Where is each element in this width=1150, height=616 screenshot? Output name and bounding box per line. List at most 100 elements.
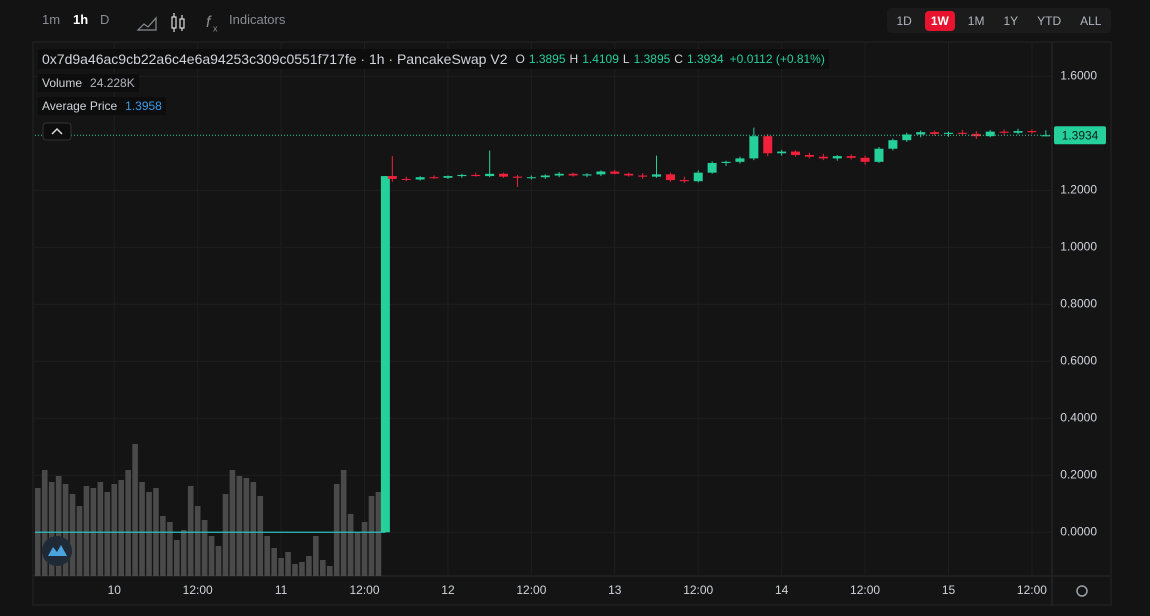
ohlc-label: O	[515, 52, 525, 66]
y-tick-label: 0.0000	[1060, 524, 1097, 538]
range-button[interactable]: 1M	[967, 13, 985, 28]
candle-body	[1027, 131, 1037, 133]
indicators-button[interactable]: Indicators	[229, 12, 286, 27]
candle-body	[749, 136, 759, 159]
settings-icon[interactable]	[1076, 585, 1088, 597]
legend-volume: Volume 24.228K	[38, 74, 139, 92]
collapse-button[interactable]	[42, 122, 72, 141]
volume-bar	[250, 482, 257, 576]
candle-body	[735, 158, 745, 162]
volume-bar	[160, 516, 166, 576]
volume-bar	[229, 470, 236, 576]
ohlc-label: C	[674, 52, 683, 66]
range-button[interactable]: 1Y	[1003, 13, 1019, 28]
candle-body	[540, 175, 550, 178]
volume-bar	[320, 560, 326, 576]
volume-bar	[285, 552, 291, 576]
volume-bar	[257, 496, 264, 576]
candle-body	[999, 131, 1009, 133]
candle-body	[596, 171, 606, 175]
volume-bar	[264, 536, 270, 576]
volume-bar	[375, 492, 382, 576]
x-tick-label: 14	[775, 583, 789, 597]
candle-body	[624, 173, 634, 176]
interval-button[interactable]: 1m	[42, 12, 61, 27]
candle-body	[568, 173, 578, 176]
fx-icon[interactable]: f	[206, 14, 212, 31]
average-value: 1.3958	[125, 99, 162, 113]
range-button[interactable]: 1D	[896, 13, 912, 28]
x-tick-label: 12:00	[683, 583, 713, 597]
range-button[interactable]: 1W	[924, 10, 955, 31]
x-tick-label: 12:00	[850, 583, 880, 597]
x-tick-label: 10	[108, 583, 122, 597]
x-tick-label: 12	[441, 583, 455, 597]
volume-bar	[104, 492, 111, 576]
candle-body	[804, 154, 814, 157]
candle-body	[944, 132, 953, 134]
change: +0.0112 (+0.81%)	[729, 52, 825, 66]
y-tick-label: 1.2000	[1060, 182, 1097, 196]
candle-body	[443, 176, 453, 178]
volume-bar	[180, 530, 187, 576]
range-button[interactable]: ALL	[1080, 13, 1102, 28]
volume-bar	[292, 564, 298, 576]
volume-bar	[313, 536, 319, 576]
volume-bar	[208, 536, 215, 576]
candle-body	[499, 173, 509, 177]
ohlc-label: L	[622, 52, 630, 66]
candle-icon[interactable]	[171, 16, 177, 29]
candle-body	[457, 174, 467, 177]
candle-body	[526, 177, 536, 179]
last-price-box	[1054, 126, 1106, 145]
x-tick-label: 12:00	[516, 583, 546, 597]
volume-bar	[132, 444, 138, 576]
candle-body	[485, 173, 495, 177]
volume-bar	[76, 506, 83, 576]
volume-value: 24.228K	[90, 76, 135, 90]
logo	[42, 536, 72, 566]
symbol-title: 0x7d9a46ac9cb22a6c4e6a94253c309c0551f717…	[42, 51, 508, 67]
range-button[interactable]: YTD	[1037, 13, 1062, 28]
volume-bar	[201, 520, 208, 576]
ohlc-value: 1.3934	[686, 52, 724, 66]
volume-bar	[306, 556, 312, 576]
volume-bar	[333, 484, 340, 576]
volume-bar	[62, 484, 69, 576]
y-tick-label: 0.2000	[1060, 467, 1097, 481]
volume-bar	[278, 558, 284, 576]
candle-body	[471, 174, 481, 177]
interval-button[interactable]: 1h	[73, 12, 89, 27]
volume-bar	[354, 532, 361, 576]
volume-bar	[167, 522, 173, 576]
last-price-label: 1.3934	[1062, 128, 1099, 142]
volume-bar	[361, 522, 368, 576]
interval-button[interactable]: D	[100, 12, 110, 27]
candle-body	[902, 134, 912, 141]
area-icon[interactable]	[136, 16, 157, 31]
volume-bar	[41, 470, 48, 576]
candle-body	[971, 133, 981, 137]
candle-body	[401, 178, 411, 180]
candle-body	[610, 171, 620, 174]
x-tick-label: 13	[608, 583, 622, 597]
candle-body	[777, 151, 787, 154]
candle-body	[985, 131, 995, 137]
candle-body	[652, 174, 662, 177]
volume-bar	[83, 486, 90, 576]
volume-bar	[174, 540, 180, 576]
volume-bar	[48, 482, 55, 576]
y-tick-label: 1.0000	[1060, 239, 1097, 253]
candle-icon[interactable]	[179, 18, 185, 29]
candle-body	[832, 156, 842, 159]
y-tick-label: 0.8000	[1060, 296, 1097, 310]
candle-body	[429, 177, 439, 179]
candle-body	[860, 157, 870, 162]
y-tick-label: 1.6000	[1060, 69, 1097, 83]
average-label: Average Price	[42, 99, 118, 113]
volume-bar	[299, 562, 305, 576]
volume-bar	[243, 478, 250, 576]
volume-bar	[69, 494, 76, 576]
candle-body	[763, 136, 773, 154]
